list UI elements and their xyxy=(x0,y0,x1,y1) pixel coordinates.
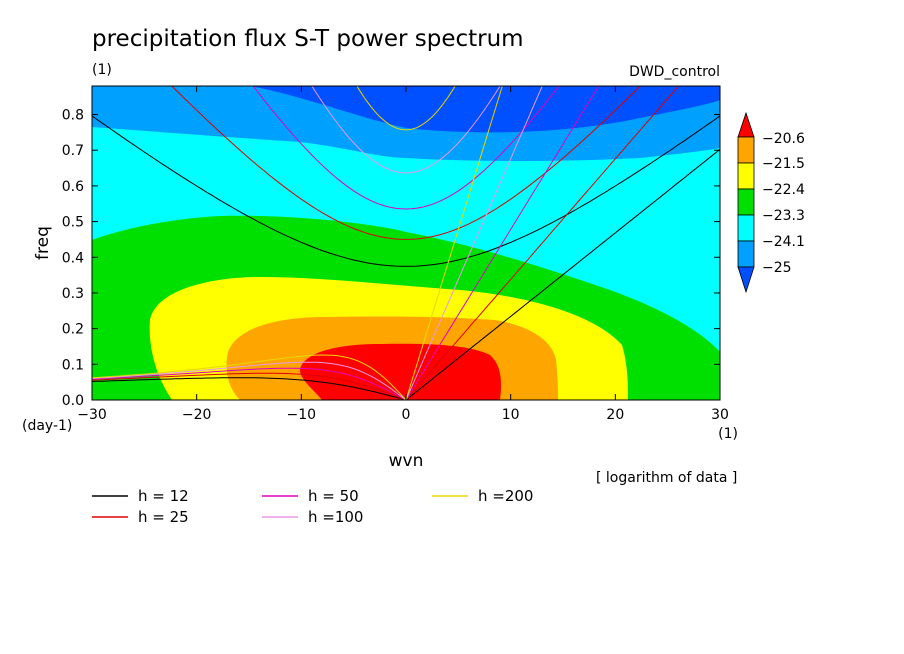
colorbar-label-4: −23.3 xyxy=(762,208,805,224)
gravity-curve-h50 xyxy=(252,86,560,210)
x-tick-label: 0 xyxy=(402,407,411,423)
gravity-curve-h12 xyxy=(92,115,720,267)
kelvin-curve-h100 xyxy=(405,86,543,400)
rossby-curve-h25 xyxy=(92,372,407,400)
gravity-curve-h100 xyxy=(311,86,501,174)
kelvin-curve-h25 xyxy=(405,86,680,400)
chart-subtitle-left: (1) xyxy=(92,62,112,78)
legend: h = 12 h = 25 h = 50 h =100 h =200 xyxy=(92,487,533,526)
y-tick-label: 0.7 xyxy=(62,143,84,159)
y-unit-label: (day-1) xyxy=(22,418,72,434)
colorbar-arrow-bottom xyxy=(737,266,755,294)
colorbar-label-2: −21.5 xyxy=(762,156,805,172)
legend-label-h100: h =100 xyxy=(308,508,363,526)
x-tick-label: −10 xyxy=(287,407,317,423)
log-note: [ logarithm of data ] xyxy=(596,470,737,486)
colorbar-arrow-top xyxy=(737,111,755,138)
legend-label-h50: h = 50 xyxy=(308,487,359,505)
kelvin-curve-h12 xyxy=(405,148,720,400)
y-tick-label: 0.0 xyxy=(62,393,84,409)
rossby-curve-h50 xyxy=(92,367,407,400)
y-axis-label: freq xyxy=(33,226,53,260)
chart-title: precipitation flux S-T power spectrum xyxy=(92,26,524,52)
y-tick-label: 0.3 xyxy=(62,286,84,302)
colorbar-swatch-lightblue xyxy=(737,240,755,268)
y-axis: 0.0 0.1 0.2 0.3 0.4 0.5 0.6 0.7 0.8 xyxy=(62,108,720,409)
x-axis: −30 −20 −10 0 10 20 30 xyxy=(77,86,729,423)
dispersion-curves xyxy=(92,86,720,400)
y-tick-label: 0.4 xyxy=(62,250,84,266)
x-axis-label: wvn xyxy=(389,451,424,471)
y-tick-label: 0.2 xyxy=(62,322,84,338)
rossby-curve-h100 xyxy=(92,361,407,400)
chart-subtitle-right: DWD_control xyxy=(629,64,720,80)
band-above-20 xyxy=(300,343,501,400)
x-unit-label: (1) xyxy=(718,426,738,442)
colorbar-label-6: −25 xyxy=(762,260,792,276)
legend-label-h200: h =200 xyxy=(478,487,533,505)
y-tick-label: 0.8 xyxy=(62,108,84,124)
colorbar-label-3: −22.4 xyxy=(762,182,805,198)
x-tick-label: −20 xyxy=(182,407,212,423)
colorbar-swatch-orange xyxy=(737,136,755,164)
rossby-curve-h12 xyxy=(92,377,407,400)
gravity-curve-h200 xyxy=(356,86,456,131)
colorbar-swatch-green xyxy=(737,188,755,216)
colorbar-label-5: −24.1 xyxy=(762,234,805,250)
x-tick-label: 30 xyxy=(711,407,729,423)
colorbar-label-1: −20.6 xyxy=(762,131,805,147)
y-tick-label: 0.6 xyxy=(62,179,84,195)
gravity-curve-h25 xyxy=(171,86,641,240)
colorbar-swatch-yellow xyxy=(737,162,755,190)
x-tick-label: 10 xyxy=(502,407,520,423)
y-tick-label: 0.1 xyxy=(62,357,84,373)
x-tick-label: −30 xyxy=(77,407,107,423)
y-tick-label: 0.5 xyxy=(62,215,84,231)
legend-label-h25: h = 25 xyxy=(138,508,189,526)
x-tick-label: 20 xyxy=(606,407,624,423)
kelvin-curve-h50 xyxy=(405,86,600,400)
kelvin-curve-h200 xyxy=(405,86,503,400)
filled-contours xyxy=(92,86,720,400)
colorbar: −20.6 −21.5 −22.4 −23.3 −24.1 −25 xyxy=(737,111,805,294)
legend-label-h12: h = 12 xyxy=(138,487,189,505)
colorbar-swatch-cyan xyxy=(737,214,755,242)
rossby-curve-h200 xyxy=(92,354,407,400)
